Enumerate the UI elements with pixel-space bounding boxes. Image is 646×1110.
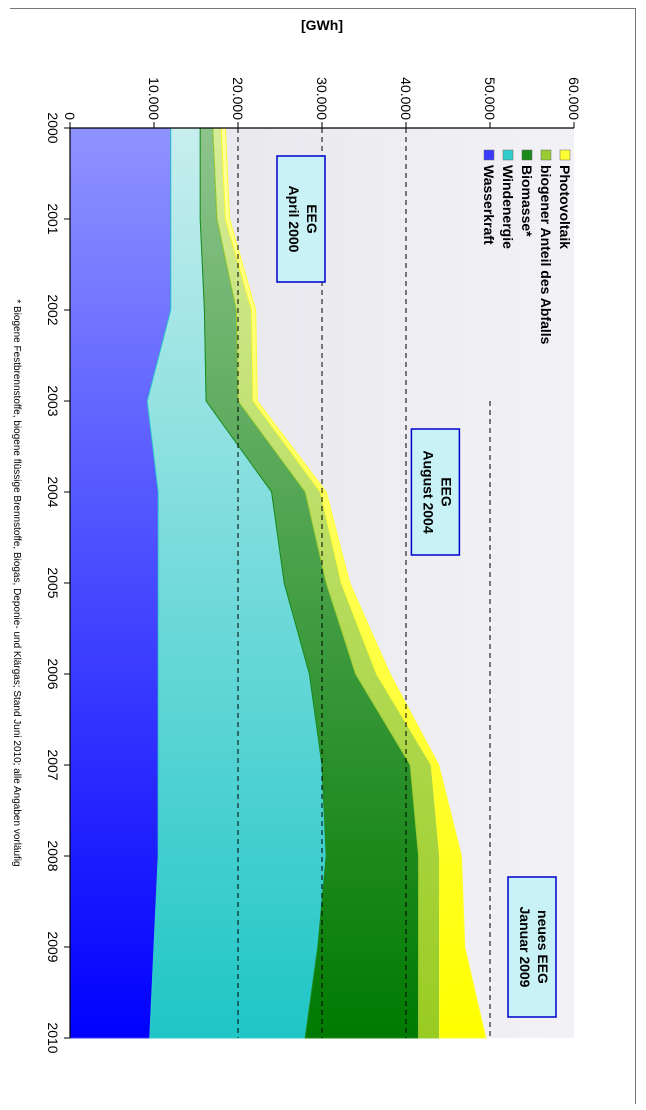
x-tick-label: 2003 bbox=[45, 385, 61, 416]
x-tick-label: 2008 bbox=[45, 840, 61, 871]
x-tick-label: 2000 bbox=[45, 112, 61, 143]
y-axis-label: [GWh] bbox=[301, 17, 343, 33]
annotation-text: Januar 2009 bbox=[517, 907, 533, 988]
stacked-areas bbox=[69, 127, 487, 1039]
x-tick-label: 2004 bbox=[45, 476, 61, 507]
legend-swatch-biomasse bbox=[521, 149, 533, 161]
x-tick-label: 2009 bbox=[45, 931, 61, 962]
y-tick-label: 50.000 bbox=[482, 77, 498, 120]
x-tick-label: 2005 bbox=[45, 567, 61, 598]
legend-label-wasserkraft: Wasserkraft bbox=[481, 165, 497, 245]
x-tick-label: 2007 bbox=[45, 749, 61, 780]
annotation-box bbox=[276, 155, 326, 283]
annotation-box bbox=[507, 876, 557, 1018]
annotation-text: EEG bbox=[438, 477, 454, 507]
annotation-box bbox=[410, 428, 461, 556]
reference-lines bbox=[237, 128, 491, 1038]
chart-frame bbox=[10, 8, 636, 1104]
y-tick-label: 40.000 bbox=[398, 77, 414, 120]
x-tick-label: 2006 bbox=[45, 658, 61, 689]
axes: 0 10.000 20.000 30.000 40.000 50.000 60.000 200… bbox=[11, 17, 582, 1054]
legend-swatch-photovoltaik bbox=[559, 149, 571, 161]
area-photovoltaik bbox=[220, 127, 487, 1039]
y-tick-label: 30.000 bbox=[314, 77, 330, 120]
x-tick-label: 2010 bbox=[45, 1022, 61, 1053]
legend-label-biomasse: Biomasse* bbox=[519, 165, 535, 237]
y-tick-label: 20.000 bbox=[230, 77, 246, 120]
x-tick-label: 2002 bbox=[45, 294, 61, 325]
legend-swatch-windenergie bbox=[502, 149, 514, 161]
x-tick-label: 2001 bbox=[45, 203, 61, 234]
legend-swatch-wasserkraft bbox=[483, 149, 495, 161]
y-tick-label: 60.000 bbox=[566, 77, 582, 120]
annotation-text: EEG bbox=[304, 204, 320, 234]
annotation-text: August 2004 bbox=[420, 450, 436, 533]
legend-swatch-biogener-anteil-des-abfalls bbox=[540, 149, 552, 161]
y-tick-label: 10.000 bbox=[146, 77, 162, 120]
footnote: * Biogene Festbrennstoffe, biogene flüss… bbox=[11, 299, 22, 866]
annotation-text: April 2000 bbox=[286, 186, 302, 253]
y-tick-label: 0 bbox=[62, 112, 78, 120]
legend-label-windenergie: Windenergie bbox=[500, 165, 516, 249]
legend-label-biogener-anteil-des-abfalls: biogener Anteil des Abfalls bbox=[538, 165, 554, 345]
legend-label-photovoltaik: Photovoltaik bbox=[557, 165, 573, 249]
annotation-text: neues EEG bbox=[535, 910, 551, 984]
